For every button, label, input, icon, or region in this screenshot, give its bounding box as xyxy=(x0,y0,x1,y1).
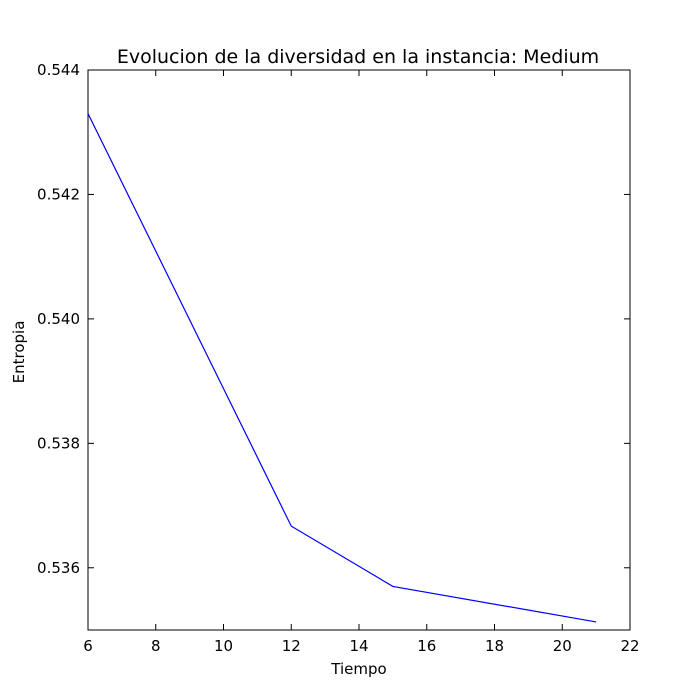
x-tick-label: 16 xyxy=(417,637,436,655)
plot-area-frame xyxy=(87,69,631,631)
series-line xyxy=(87,113,597,623)
x-tick-label: 14 xyxy=(349,637,368,655)
x-tick-label: 12 xyxy=(282,637,301,655)
y-tick-label: 0.544 xyxy=(37,61,80,79)
chart-title: Evolucion de la diversidad en la instanc… xyxy=(117,46,599,68)
x-tick-label: 8 xyxy=(151,637,161,655)
x-tick-label: 20 xyxy=(553,637,572,655)
y-tick-label: 0.540 xyxy=(37,310,80,328)
x-tick-label: 6 xyxy=(83,637,93,655)
series-layer xyxy=(87,113,597,623)
x-tick-label: 10 xyxy=(214,637,233,655)
x-axis-label: Tiempo xyxy=(330,660,386,678)
y-axis-label: Entropia xyxy=(10,321,28,384)
y-tick-label: 0.538 xyxy=(37,434,80,452)
y-tick-label: 0.536 xyxy=(37,559,80,577)
y-tick-label: 0.542 xyxy=(37,185,80,203)
x-tick-label: 18 xyxy=(485,637,504,655)
ticks-layer: 6 8 10 12 14 16 18 20 22 0.536 0.538 0.540 0.542 0.54… xyxy=(37,61,640,655)
x-tick-label: 22 xyxy=(620,637,639,655)
